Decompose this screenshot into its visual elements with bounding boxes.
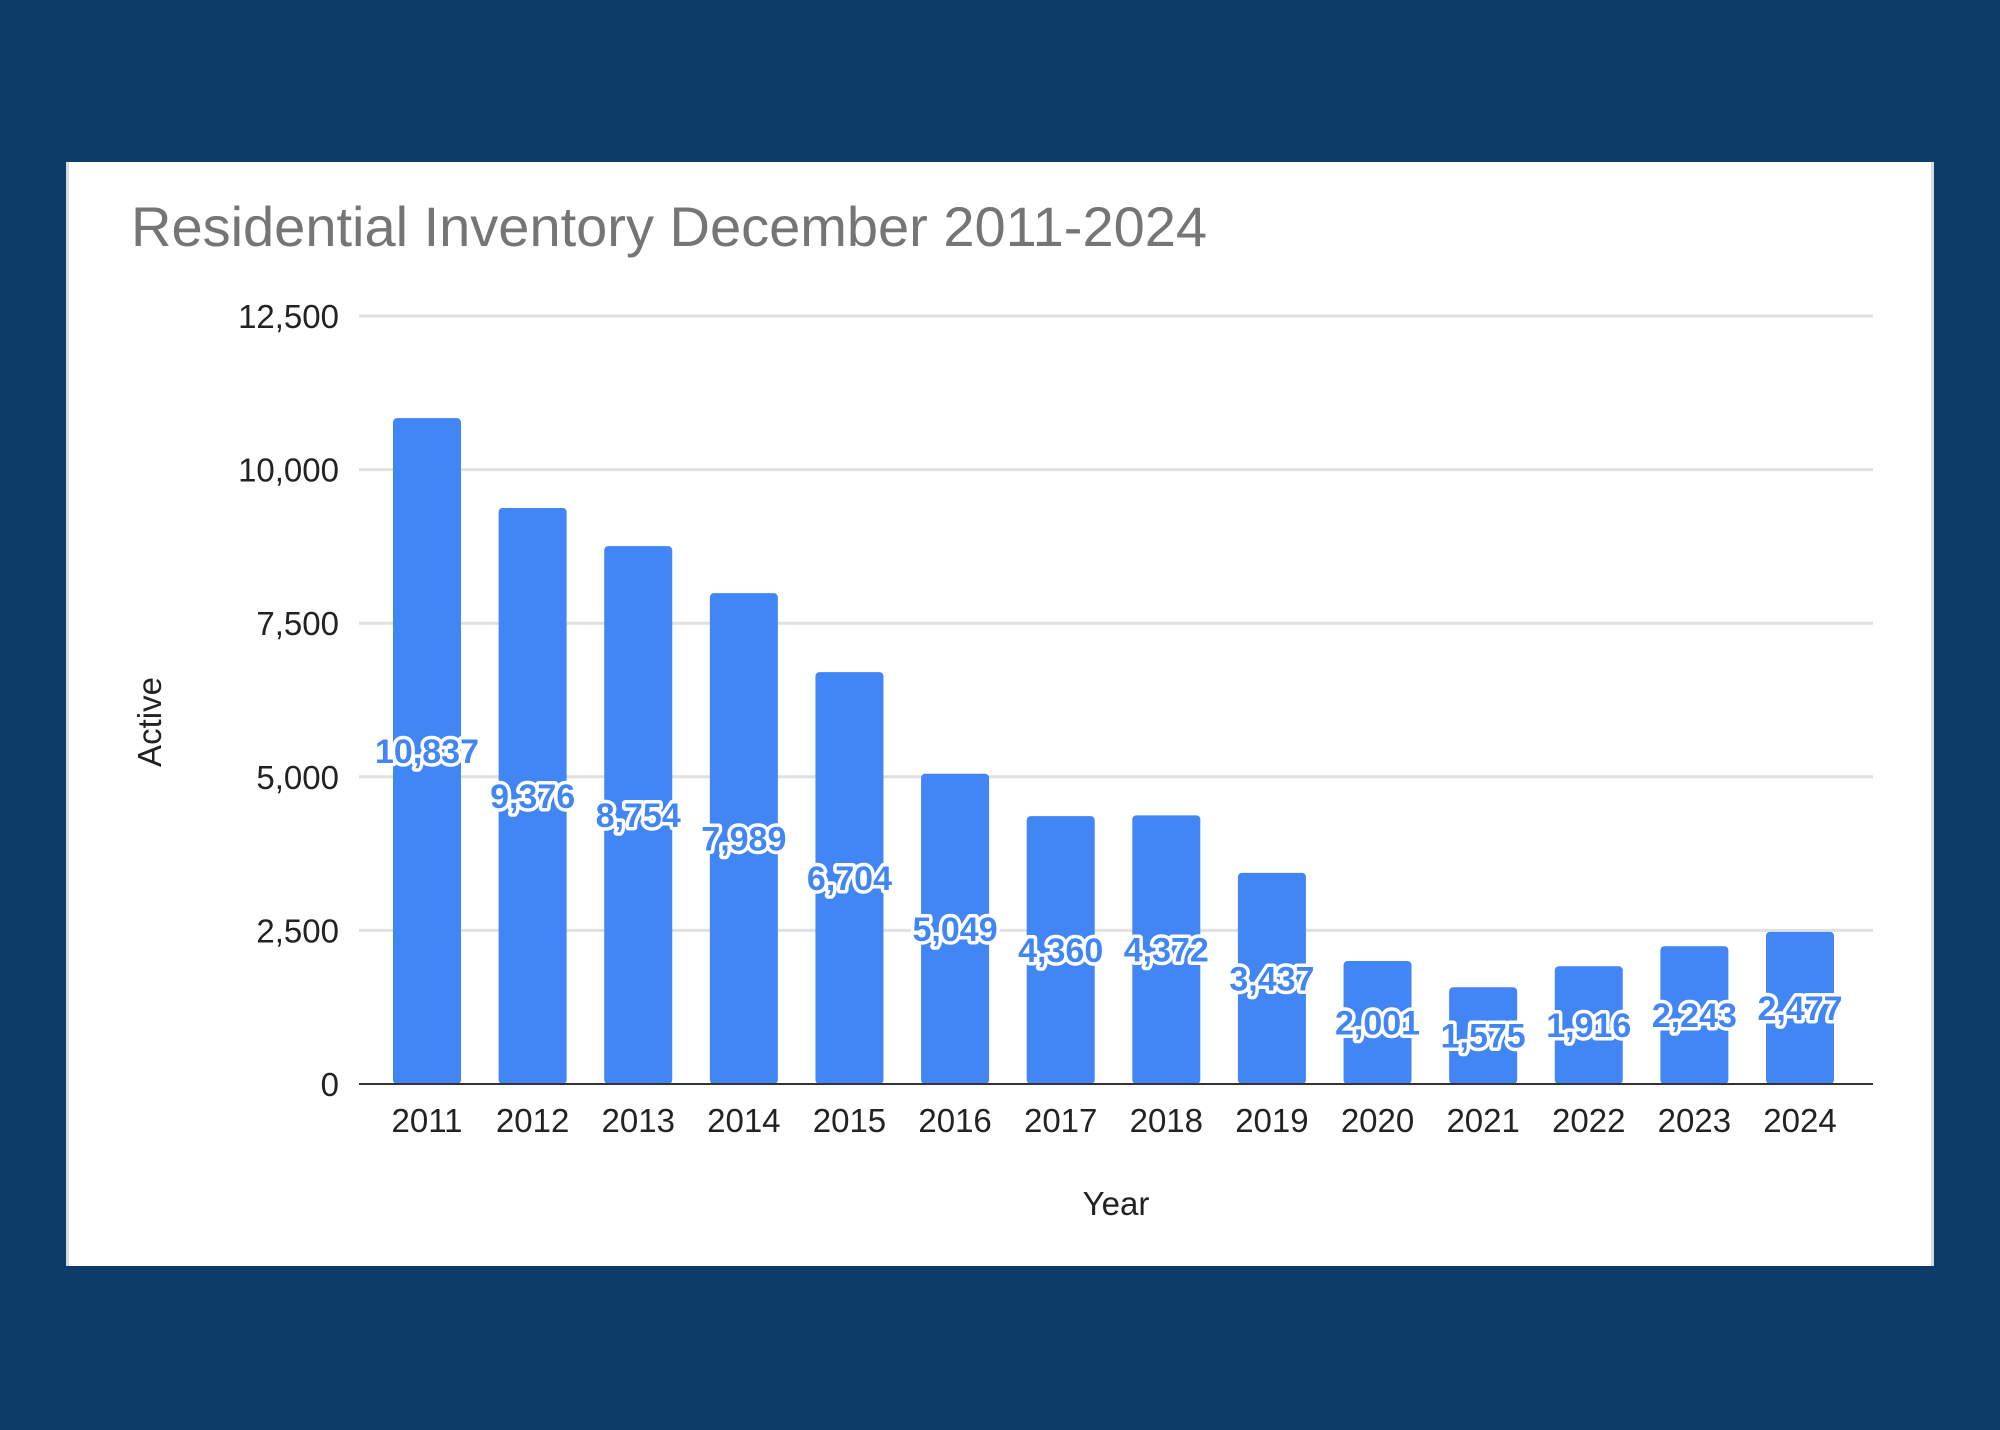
x-axis-ticks: 2011 2012 2013 2014 2015 2016 2017 2018 2019 2020… — [392, 1102, 1837, 1139]
data-label-2012: 9,376 — [490, 778, 575, 816]
bar-2022 — [1554, 966, 1623, 1084]
x-tick-label: 2011 — [392, 1102, 463, 1139]
x-tick-label: 2020 — [1341, 1102, 1414, 1139]
data-label-2022: 1,916 — [1546, 1007, 1631, 1045]
bar-2015 — [815, 672, 884, 1084]
x-tick-label: 2018 — [1130, 1102, 1203, 1139]
x-tick-label: 2016 — [918, 1102, 991, 1139]
x-tick-label: 2015 — [813, 1102, 886, 1139]
bar-2017 — [1026, 816, 1095, 1084]
x-tick-label: 2021 — [1446, 1102, 1519, 1139]
y-tick-label: 10,000 — [238, 452, 339, 489]
bar-2019 — [1237, 872, 1306, 1084]
data-label-2020: 2,001 — [1335, 1005, 1420, 1043]
gridlines — [359, 314, 1873, 932]
data-label-2013: 8,754 — [596, 797, 681, 835]
data-label-2014: 7,989 — [701, 821, 786, 859]
chart-card: Residential Inventory December 2011-2024… — [66, 162, 1934, 1266]
x-tick-label: 2024 — [1763, 1102, 1836, 1139]
x-tick-label: 2014 — [707, 1102, 780, 1139]
y-tick-label: 7,500 — [256, 605, 339, 642]
x-tick-label: 2017 — [1024, 1102, 1097, 1139]
y-tick-label: 5,000 — [256, 759, 339, 796]
data-label-2019: 3,437 — [1229, 960, 1314, 998]
bar-2014 — [709, 593, 778, 1084]
data-label-2015: 6,704 — [807, 860, 892, 898]
bar-2023 — [1660, 946, 1729, 1084]
data-labels: 10,837 9,376 8,754 7,989 6,704 5,049 4,360 4,37… — [372, 730, 1847, 1060]
x-tick-label: 2012 — [496, 1102, 569, 1139]
y-axis-title: Active — [131, 677, 168, 767]
x-tick-label: 2022 — [1552, 1102, 1625, 1139]
bar-2024 — [1766, 931, 1834, 1084]
bar-2016 — [921, 773, 990, 1084]
bar-2021 — [1449, 987, 1518, 1084]
data-label-2011: 10,837 — [375, 733, 479, 771]
data-label-2021: 1,575 — [1441, 1018, 1526, 1056]
y-tick-label: 2,500 — [256, 912, 339, 949]
x-tick-label: 2019 — [1235, 1102, 1308, 1139]
bar-2018 — [1132, 815, 1201, 1084]
y-axis-ticks: 0 2,500 5,000 7,500 10,000 12,500 — [238, 298, 339, 1103]
chart-title: Residential Inventory December 2011-2024 — [131, 195, 1208, 258]
data-label-2016: 5,049 — [913, 911, 998, 949]
x-axis-title: Year — [1083, 1185, 1150, 1222]
data-label-2024: 2,477 — [1757, 990, 1842, 1028]
x-tick-label: 2013 — [602, 1102, 675, 1139]
bar-2013 — [604, 546, 673, 1084]
bar-2020 — [1343, 961, 1412, 1084]
bar-2012 — [498, 507, 567, 1084]
bars — [393, 418, 1834, 1085]
data-label-2018: 4,372 — [1124, 932, 1209, 970]
data-label-2023: 2,243 — [1652, 997, 1737, 1035]
x-tick-label: 2023 — [1658, 1102, 1731, 1139]
y-tick-label: 0 — [321, 1066, 339, 1103]
bar-2011 — [393, 418, 461, 1085]
y-tick-label: 12,500 — [238, 298, 339, 335]
data-label-2017: 4,360 — [1018, 932, 1103, 970]
